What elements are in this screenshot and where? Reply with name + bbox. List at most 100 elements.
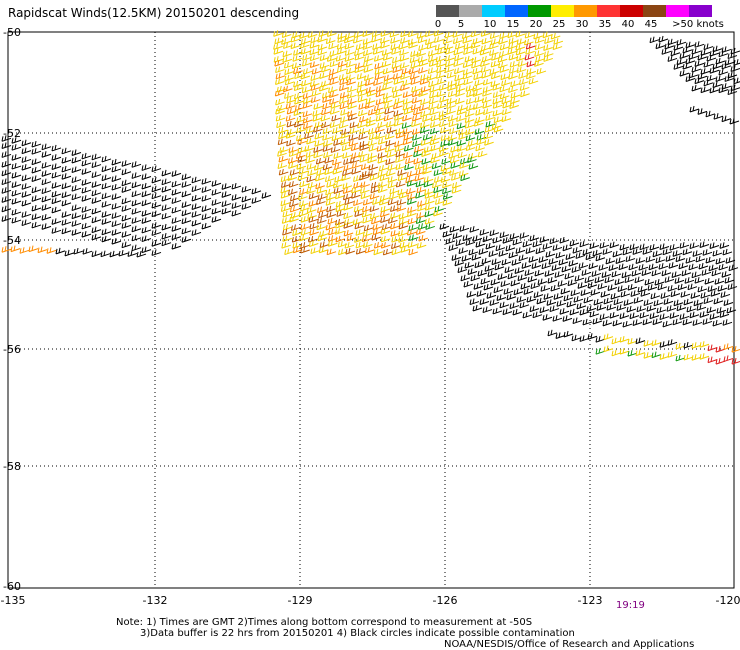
wind-barb bbox=[629, 312, 640, 320]
wind-barb bbox=[101, 235, 112, 243]
wind-barb bbox=[518, 78, 529, 86]
wind-barb bbox=[11, 197, 22, 205]
wind-barb bbox=[471, 254, 482, 261]
wind-barb bbox=[557, 280, 568, 287]
wind-barb bbox=[231, 182, 242, 190]
lat-label-52: -52 bbox=[3, 127, 21, 140]
wind-barb bbox=[51, 182, 62, 189]
wind-barb bbox=[527, 275, 538, 283]
wind-barb bbox=[299, 180, 309, 188]
wind-barb bbox=[342, 169, 352, 177]
wind-barb bbox=[670, 290, 681, 298]
wind-barb bbox=[665, 255, 676, 262]
wind-barb bbox=[310, 96, 321, 104]
wind-barb bbox=[682, 46, 693, 54]
wind-barb bbox=[435, 55, 446, 63]
wind-barb bbox=[332, 181, 343, 189]
wind-barb bbox=[522, 240, 533, 248]
wind-barb bbox=[433, 186, 443, 194]
wind-barb bbox=[429, 127, 440, 135]
wind-barb bbox=[41, 195, 52, 203]
wind-barb bbox=[434, 44, 445, 51]
wind-barb bbox=[313, 164, 324, 171]
wind-barb bbox=[574, 275, 585, 282]
wind-barb bbox=[694, 77, 705, 85]
wind-barb bbox=[488, 250, 499, 258]
wind-barb bbox=[136, 250, 147, 258]
wind-barb bbox=[362, 230, 373, 237]
wind-barb bbox=[397, 230, 408, 237]
wind-barb bbox=[282, 210, 293, 218]
wind-barb bbox=[528, 77, 539, 85]
wind-barb bbox=[309, 54, 320, 62]
wind-barb bbox=[563, 294, 574, 302]
wind-barb bbox=[344, 49, 355, 56]
wind-barb bbox=[475, 240, 486, 248]
wind-barb bbox=[510, 80, 520, 88]
wind-barb bbox=[277, 150, 287, 157]
wind-barb bbox=[649, 36, 660, 44]
wind-barb bbox=[355, 248, 366, 255]
wind-barb bbox=[390, 37, 400, 44]
wind-barb bbox=[420, 98, 430, 106]
wind-barb bbox=[627, 284, 638, 291]
wind-barb bbox=[433, 169, 444, 177]
wind-barb bbox=[51, 154, 62, 161]
wind-barb bbox=[342, 187, 353, 194]
wind-barb bbox=[71, 185, 82, 192]
wind-barb bbox=[683, 353, 694, 361]
wind-barb bbox=[550, 284, 561, 292]
wind-barb bbox=[61, 227, 72, 235]
wind-barb bbox=[384, 145, 395, 153]
wind-barb bbox=[295, 152, 306, 159]
wind-barb bbox=[312, 110, 323, 117]
wind-barb bbox=[501, 115, 512, 123]
wind-barb bbox=[181, 217, 192, 225]
wind-barb bbox=[241, 203, 252, 210]
wind-barb bbox=[561, 265, 572, 273]
wind-barb bbox=[428, 103, 438, 111]
wind-barb bbox=[211, 199, 222, 206]
wind-barb bbox=[590, 289, 601, 296]
wind-barb bbox=[666, 305, 677, 312]
wind-barb bbox=[526, 72, 536, 80]
wind-barb bbox=[447, 84, 457, 92]
wind-barb bbox=[221, 183, 232, 190]
wind-barb bbox=[502, 237, 513, 244]
scale-label: 20 bbox=[529, 19, 543, 30]
wind-barb bbox=[402, 128, 413, 135]
wind-barb bbox=[525, 42, 536, 50]
wind-barb bbox=[390, 43, 401, 51]
wind-barb bbox=[430, 156, 440, 164]
wind-barb bbox=[643, 340, 654, 347]
wind-barb bbox=[307, 212, 317, 220]
wind-barb bbox=[673, 299, 684, 307]
note-line-1: Note: 1) Times are GMT 2)Times along bot… bbox=[116, 617, 533, 628]
wind-barb bbox=[285, 115, 296, 122]
wind-barb bbox=[723, 355, 734, 362]
wind-barb bbox=[312, 114, 323, 122]
wind-barb bbox=[329, 98, 339, 105]
scale-swatch bbox=[597, 5, 620, 17]
wind-barb bbox=[715, 358, 726, 365]
wind-barb bbox=[659, 313, 670, 321]
wind-barb bbox=[688, 263, 699, 271]
wind-barb bbox=[181, 190, 192, 198]
wind-barb bbox=[724, 75, 735, 82]
wind-barb bbox=[277, 162, 288, 170]
wind-barb bbox=[499, 231, 510, 239]
wind-barb bbox=[714, 278, 725, 285]
wind-barb bbox=[313, 146, 323, 153]
wind-barb bbox=[387, 181, 398, 189]
wind-barb bbox=[727, 88, 738, 96]
wind-barb bbox=[326, 248, 337, 256]
wind-barb bbox=[711, 269, 722, 277]
wind-barb bbox=[371, 30, 382, 38]
wind-barb bbox=[432, 181, 442, 189]
wind-barb bbox=[598, 264, 609, 271]
wind-barb bbox=[656, 306, 667, 314]
wind-barb bbox=[730, 84, 740, 92]
wind-barb bbox=[19, 247, 30, 254]
wind-barb bbox=[547, 329, 558, 337]
wind-barb bbox=[373, 248, 384, 256]
